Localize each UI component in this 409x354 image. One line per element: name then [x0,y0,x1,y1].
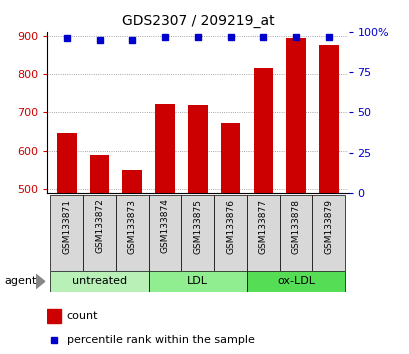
Bar [90,155,109,193]
Bar [285,38,305,193]
Text: GSM133876: GSM133876 [225,199,234,253]
Bar [246,195,279,271]
Bar [188,105,207,193]
Text: percentile rank within the sample: percentile rank within the sample [67,335,254,346]
Bar [57,133,76,193]
Text: GSM133875: GSM133875 [193,199,202,253]
Title: GDS2307 / 209219_at: GDS2307 / 209219_at [121,14,274,28]
Text: LDL: LDL [187,276,208,286]
Bar [148,195,181,271]
Text: GSM133877: GSM133877 [258,199,267,253]
Polygon shape [36,274,45,289]
Bar [318,45,338,193]
Bar [220,123,240,193]
Bar [50,271,148,292]
Bar [181,195,213,271]
Bar [116,195,148,271]
Text: GSM133872: GSM133872 [95,199,104,253]
Bar [279,195,312,271]
Bar [148,271,246,292]
Bar [246,271,344,292]
Text: count: count [67,311,98,321]
Bar [50,195,83,271]
Bar [122,170,142,193]
Text: GSM133874: GSM133874 [160,199,169,253]
Bar [83,195,116,271]
Bar [155,104,175,193]
Text: ox-LDL: ox-LDL [276,276,315,286]
Text: GSM133873: GSM133873 [128,199,137,253]
Text: GSM133879: GSM133879 [324,199,333,253]
Bar [253,68,272,193]
Bar [47,309,61,323]
Text: GSM133871: GSM133871 [62,199,71,253]
Text: GSM133878: GSM133878 [291,199,300,253]
Bar [213,195,246,271]
Bar [312,195,344,271]
Text: untreated: untreated [72,276,127,286]
Text: agent: agent [4,276,36,286]
